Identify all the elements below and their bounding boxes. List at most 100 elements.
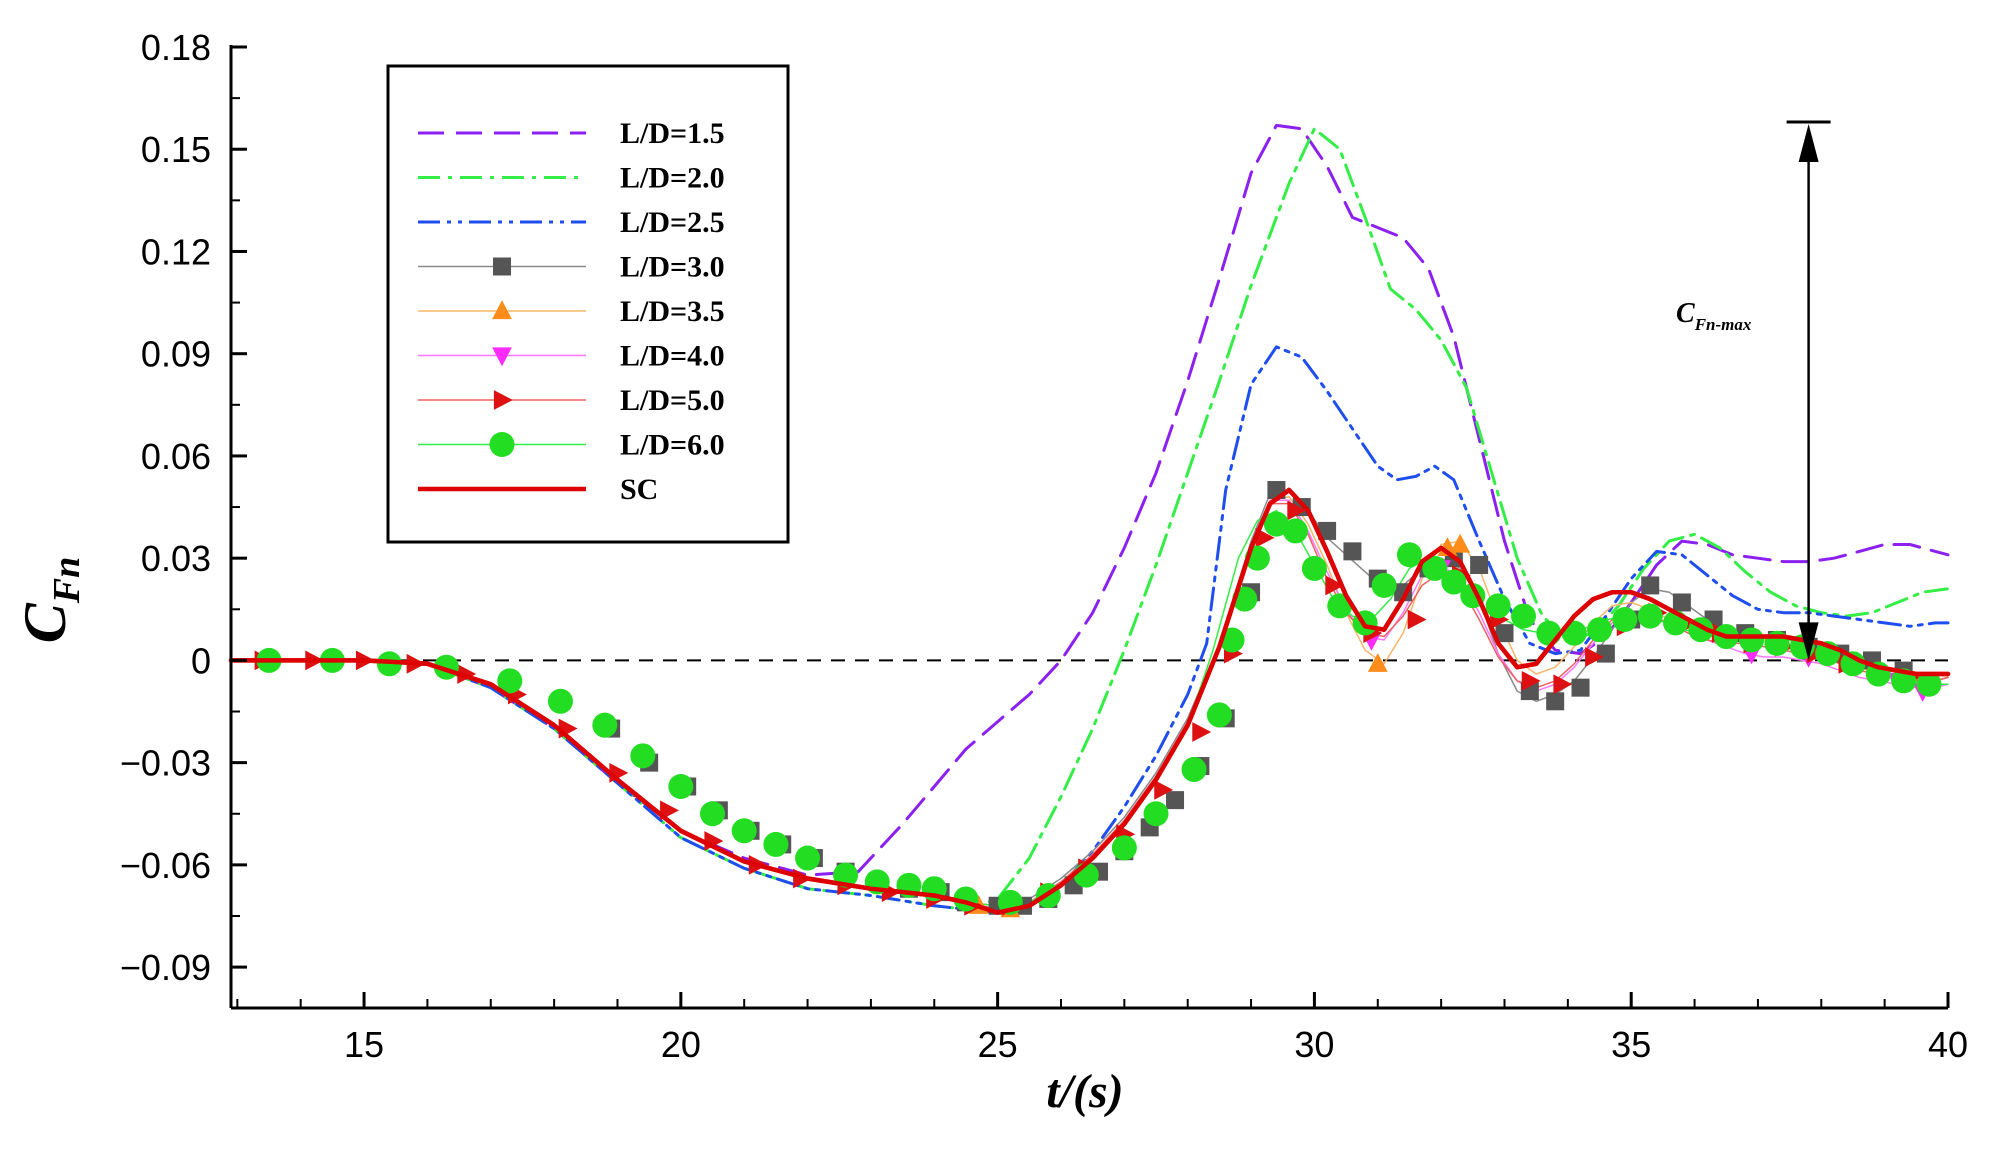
legend-box xyxy=(386,64,790,544)
y-tick-label: 0.12 xyxy=(141,231,211,272)
legend-marker xyxy=(492,300,512,320)
series-line xyxy=(229,123,1950,877)
legend-label: L/D=3.5 xyxy=(620,295,725,328)
data-point xyxy=(457,664,477,684)
data-point xyxy=(1396,542,1422,568)
data-point xyxy=(1407,609,1427,630)
legend-item: L/D=3.5 xyxy=(418,295,725,328)
data-point xyxy=(1511,603,1537,629)
series-l-d-2-5 xyxy=(229,345,1950,915)
axes: −0.09 −0.06 −0.03 0 0.03 0.06 0.09 0.12 0.15 0.18… xyxy=(120,27,1968,1065)
data-point xyxy=(731,818,757,844)
x-tick-label: 15 xyxy=(344,1024,384,1065)
series-line xyxy=(230,496,1949,910)
series-layer xyxy=(228,123,1951,918)
legend: L/D=1.5 L/D=2.0 L/D=2.5 L/D=3.0 L/D=3.5 L/D=4… xyxy=(386,64,790,544)
legend-label: SC xyxy=(620,473,658,506)
legend-label: L/D=5.0 xyxy=(620,384,725,417)
data-point xyxy=(1571,678,1590,697)
legend-item: L/D=1.5 xyxy=(418,117,725,150)
legend-label: L/D=2.5 xyxy=(620,206,725,239)
legend-marker xyxy=(489,432,515,457)
legend-marker xyxy=(493,257,511,276)
data-point xyxy=(1263,511,1289,537)
legend-marker xyxy=(492,347,512,367)
legend-label: L/D=6.0 xyxy=(620,429,725,462)
data-point xyxy=(1192,722,1212,742)
data-point xyxy=(1672,593,1691,612)
data-point xyxy=(1637,603,1663,629)
data-point xyxy=(700,801,726,827)
data-point xyxy=(763,831,789,857)
x-tick-label: 30 xyxy=(1294,1024,1334,1065)
legend-item: L/D=5.0 xyxy=(418,384,725,417)
y-tick-label: −0.09 xyxy=(120,947,211,988)
data-point xyxy=(1282,518,1308,544)
y-tick-label: 0.03 xyxy=(141,538,211,579)
series-line xyxy=(230,509,1949,907)
legend-item: L/D=2.0 xyxy=(418,162,725,195)
data-point xyxy=(1111,835,1137,861)
y-tick-label: 0.06 xyxy=(141,436,211,477)
data-point xyxy=(1287,500,1307,521)
data-point xyxy=(1301,555,1327,581)
data-point xyxy=(1154,780,1174,800)
y-tick-label: −0.03 xyxy=(120,743,211,784)
annotation-arrowhead-up xyxy=(1798,123,1819,162)
x-tick-label: 25 xyxy=(978,1024,1018,1065)
data-point xyxy=(1318,521,1337,540)
data-point xyxy=(1343,542,1362,561)
x-tick-label: 35 xyxy=(1611,1024,1651,1065)
data-point xyxy=(1181,756,1207,782)
legend-label: L/D=4.0 xyxy=(620,340,725,373)
data-point xyxy=(1587,617,1613,643)
y-tick-label: 0.18 xyxy=(141,27,211,68)
legend-label: L/D=3.0 xyxy=(620,251,725,284)
data-point xyxy=(1553,674,1573,695)
x-axis-title: t/(s) xyxy=(1046,1065,1123,1118)
data-point xyxy=(1916,671,1942,697)
data-point xyxy=(1612,607,1638,633)
series-line xyxy=(229,345,1950,915)
data-point xyxy=(1485,593,1511,619)
data-point xyxy=(1367,653,1388,672)
data-point xyxy=(547,688,573,714)
data-point xyxy=(497,668,523,694)
y-tick-label: −0.06 xyxy=(120,845,211,886)
series-sc xyxy=(228,487,1951,915)
data-point xyxy=(592,712,618,738)
data-point xyxy=(1166,791,1185,810)
series-line xyxy=(230,489,1949,907)
markers-l-d-5-0 xyxy=(254,500,1921,916)
y-tick-label: 0.15 xyxy=(141,129,211,170)
data-point xyxy=(1840,651,1866,677)
legend-item: L/D=4.0 xyxy=(418,340,725,373)
legend-item: SC xyxy=(418,473,658,506)
data-point xyxy=(1143,801,1169,827)
data-point xyxy=(1325,575,1345,596)
legend-item: L/D=3.0 xyxy=(418,251,725,284)
annotation-arrowhead-down xyxy=(1798,622,1819,661)
series-l-d-3-5 xyxy=(230,496,1949,910)
annotation-label: CFn-max xyxy=(1676,298,1752,334)
legend-item: L/D=2.5 xyxy=(418,206,725,239)
data-point xyxy=(1441,569,1467,595)
y-axis-title: CFn xyxy=(12,557,88,644)
data-point xyxy=(1641,576,1660,595)
data-point xyxy=(1739,627,1765,653)
legend-label: L/D=2.0 xyxy=(620,162,725,195)
data-point xyxy=(1585,647,1604,667)
data-point xyxy=(1371,572,1397,598)
series-line xyxy=(230,502,1949,910)
legend-marker xyxy=(493,390,513,410)
y-tick-label: 0 xyxy=(191,640,211,681)
data-point xyxy=(1546,692,1565,711)
data-point xyxy=(1450,533,1471,553)
series-line-sc-top xyxy=(228,487,1951,915)
series-l-d-3-0 xyxy=(230,489,1949,907)
data-point xyxy=(1521,670,1541,691)
x-tick-label: 20 xyxy=(661,1024,701,1065)
data-point xyxy=(630,743,656,769)
x-tick-label: 40 xyxy=(1928,1024,1968,1065)
